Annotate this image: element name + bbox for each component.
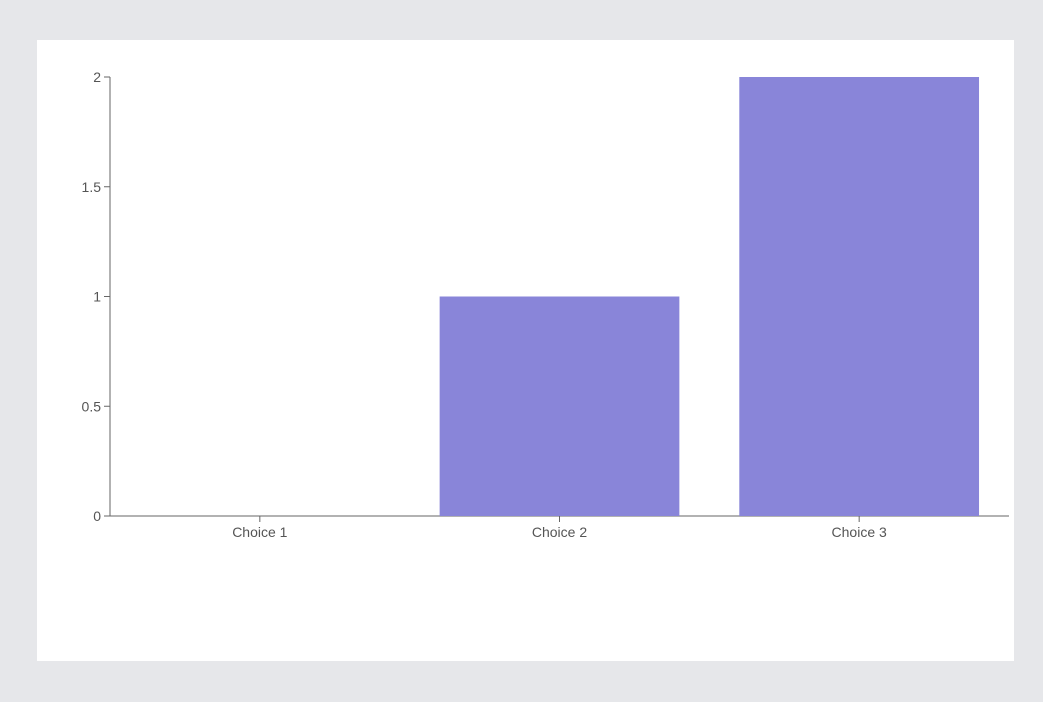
x-tick-label: Choice 3 [832, 524, 887, 540]
x-ticks: Choice 1 Choice 2 Choice 3 [232, 516, 887, 540]
y-tick-label: 1.5 [82, 179, 102, 195]
y-ticks: 0 0.5 1 1.5 2 [82, 69, 110, 524]
y-tick-label: 2 [93, 69, 101, 85]
bar-choice-2[interactable] [439, 296, 680, 517]
x-tick-label: Choice 1 [232, 524, 287, 540]
x-tick-label: Choice 2 [532, 524, 587, 540]
y-tick-label: 0.5 [82, 398, 102, 414]
y-tick-label: 0 [93, 508, 101, 524]
bars [439, 77, 980, 517]
y-axis: 0 0.5 1 1.5 2 [82, 69, 111, 524]
y-tick-label: 1 [93, 289, 101, 305]
bar-choice-3[interactable] [739, 77, 980, 516]
x-axis: Choice 1 Choice 2 Choice 3 [110, 515, 1009, 540]
